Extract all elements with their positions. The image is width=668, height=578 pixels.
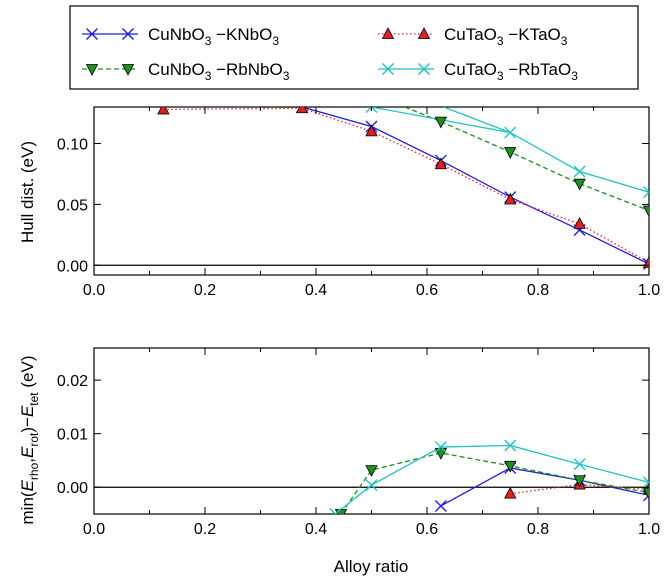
y-tick-label: 0.05	[57, 197, 88, 214]
legend-entry: CuNbO3 −RbNbO3	[82, 60, 290, 83]
data-point	[434, 116, 448, 129]
y-tick-label: 0.01	[57, 427, 88, 444]
series-line	[340, 452, 649, 514]
hull-distance-panel: 0.0 0.2 0.4 0.6 0.8 1.0 0.00 0.05 0.10 Hull dist…	[18, 106, 660, 299]
data-point	[504, 460, 517, 473]
legend-frame	[69, 5, 639, 90]
legend-marker	[418, 63, 430, 75]
legend-marker	[122, 28, 134, 40]
x-tick-label: 0.2	[194, 282, 216, 299]
legend-entry: CuNbO3 −KNbO3	[82, 25, 279, 48]
data-point	[504, 147, 517, 159]
x-tick-label: 0.2	[194, 521, 216, 538]
data-point	[643, 476, 649, 489]
data-point	[157, 107, 170, 115]
legend-entry: CuTaO3 −RbTaO3	[378, 60, 578, 83]
x-tick-label: 0.4	[305, 282, 327, 299]
series-line	[440, 467, 649, 507]
data-point	[643, 186, 649, 199]
x-axis-title: Alloy ratio	[334, 557, 409, 576]
legend-label: CuNbO3 −KNbO3	[148, 25, 279, 48]
legend-marker	[381, 27, 395, 39]
data-point	[334, 509, 348, 514]
data-point	[365, 465, 378, 477]
x-tick-label: 0.8	[527, 521, 549, 538]
data-point	[434, 441, 447, 454]
data-point	[434, 157, 448, 170]
data-point	[504, 486, 517, 499]
data-point	[573, 165, 586, 178]
y-tick-label: 0.10	[57, 137, 88, 154]
energy-difference-panel: 0.0 0.2 0.4 0.6 0.8 1.0 0.00 0.01 0.02 min(Erho,…	[18, 347, 660, 576]
top-y-axis-title: Hull dist. (eV)	[18, 141, 37, 243]
legend-marker	[121, 64, 135, 76]
data-point	[365, 479, 378, 492]
data-point	[642, 205, 649, 218]
legend: CuNbO3 −KNbO3 CuTaO3 −KTaO3 CuNbO3 −RbNbO3…	[69, 5, 639, 90]
series-line	[510, 483, 649, 495]
series-segment	[443, 107, 511, 134]
x-tick-label: 1.0	[638, 521, 660, 538]
data-point	[573, 178, 586, 191]
series-line	[335, 444, 649, 514]
data-point	[329, 508, 342, 514]
series-line	[163, 107, 649, 264]
x-tick-label: 0.6	[416, 521, 438, 538]
data-point	[642, 255, 649, 268]
data-point	[504, 439, 517, 452]
y-tick-label: 0.02	[57, 373, 88, 390]
x-tick-label: 0.0	[83, 521, 105, 538]
data-point	[573, 458, 586, 471]
data-point	[365, 107, 378, 113]
legend-label: CuTaO3 −RbTaO3	[444, 60, 578, 83]
data-point	[573, 217, 586, 229]
x-tick-label: 0.4	[305, 521, 327, 538]
data-point	[504, 126, 517, 139]
bottom-y-axis-title: min(Erho,Erot)−Etet (eV)	[18, 356, 41, 525]
legend-label: CuTaO3 −KTaO3	[444, 25, 568, 48]
x-tick-label: 1.0	[638, 282, 660, 299]
y-tick-label: 0.00	[57, 480, 88, 497]
legend-marker	[85, 64, 99, 76]
series-line	[440, 121, 649, 212]
x-tick-label: 0.8	[527, 282, 549, 299]
bottom-plot-frame	[93, 347, 650, 515]
data-point	[434, 448, 448, 460]
legend-marker	[417, 27, 431, 39]
data-point	[434, 499, 447, 512]
data-point	[504, 192, 517, 205]
x-tick-label: 0.0	[83, 282, 105, 299]
y-tick-label: 0.00	[57, 258, 88, 275]
legend-marker	[86, 28, 98, 40]
legend-marker	[382, 63, 394, 75]
legend-label: CuNbO3 −RbNbO3	[148, 60, 290, 83]
data-point	[295, 107, 309, 114]
series-line	[301, 107, 649, 265]
x-tick-label: 0.6	[416, 282, 438, 299]
data-point	[573, 475, 586, 488]
data-point	[365, 124, 378, 137]
data-point	[642, 487, 649, 500]
legend-entry: CuTaO3 −KTaO3	[378, 25, 568, 48]
